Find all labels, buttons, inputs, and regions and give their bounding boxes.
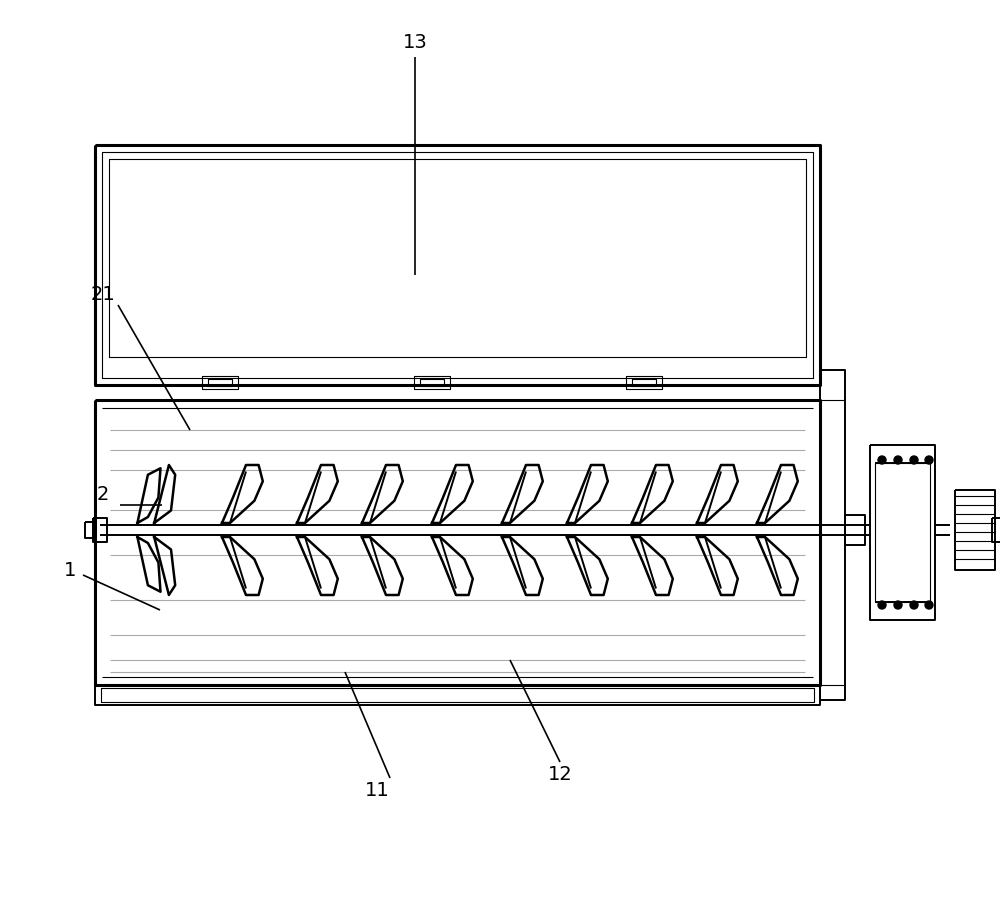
Text: 12: 12 [548, 766, 572, 785]
Text: 1: 1 [64, 561, 76, 580]
Circle shape [894, 601, 902, 609]
Circle shape [910, 456, 918, 464]
Circle shape [894, 456, 902, 464]
Text: 11: 11 [365, 781, 389, 799]
Circle shape [878, 456, 886, 464]
Circle shape [878, 601, 886, 609]
Text: 2: 2 [97, 485, 109, 504]
Circle shape [910, 601, 918, 609]
Circle shape [925, 601, 933, 609]
Text: 21: 21 [91, 286, 115, 305]
Circle shape [925, 456, 933, 464]
Text: 13: 13 [403, 33, 427, 52]
